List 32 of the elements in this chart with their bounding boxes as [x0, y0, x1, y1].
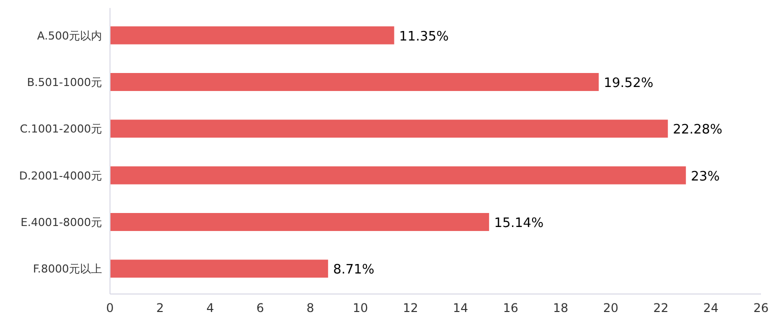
bar: [110, 166, 686, 184]
x-tick-label: 10: [352, 301, 368, 315]
data-label: 19.52%: [604, 76, 654, 91]
x-tick-label: 16: [502, 301, 518, 315]
bar: [110, 260, 328, 278]
data-label: 22.28%: [672, 122, 722, 138]
bar: [110, 213, 490, 231]
y-tick-label: F.8000元以上: [32, 262, 102, 276]
data-label: 15.14%: [494, 216, 544, 231]
x-tick-label: 6: [256, 301, 264, 315]
data-label: 23%: [690, 169, 720, 184]
x-tick-label: 18: [553, 301, 568, 315]
bar: [110, 120, 668, 138]
data-label: 8.71%: [333, 262, 374, 278]
x-tick-label: 24: [703, 301, 719, 315]
x-tick-label: 12: [402, 301, 418, 315]
y-tick-label: B.501-1000元: [26, 76, 102, 89]
data-label: 11.35%: [399, 29, 449, 44]
bar: [110, 73, 599, 91]
x-tick-label: 4: [206, 301, 214, 315]
y-tick-label: A.500元以内: [37, 29, 102, 42]
x-tick-label: 2: [156, 301, 164, 315]
x-tick-label: 0: [106, 301, 114, 315]
x-tick-label: 26: [753, 301, 769, 315]
x-tick-label: 8: [306, 301, 314, 315]
y-tick-label: C.1001-2000元: [20, 122, 102, 136]
x-tick-label: 20: [603, 301, 618, 315]
bar: [110, 26, 394, 44]
y-tick-label: D.2001-4000元: [19, 169, 102, 182]
y-tick-label: E.4001-8000元: [20, 216, 102, 229]
x-tick-label: 14: [452, 301, 468, 315]
x-tick-label: 22: [653, 301, 668, 315]
